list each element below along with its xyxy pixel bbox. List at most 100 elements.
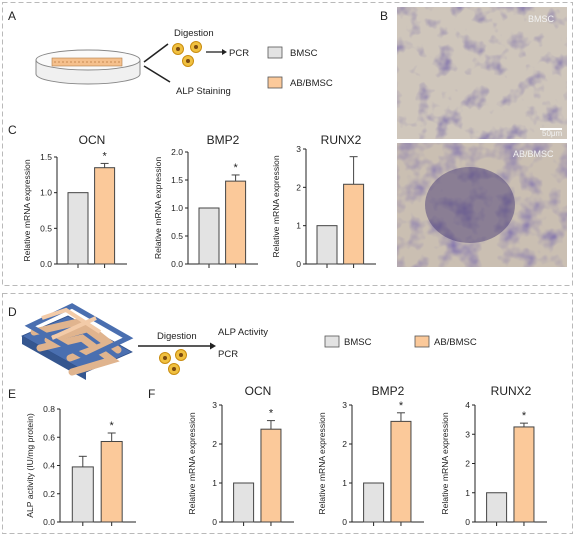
arrow-head-digestion-d — [210, 342, 216, 350]
significance-mark: * — [233, 162, 238, 174]
chart-e-alp-activity: ALP activity (IU/mg protein) 0.0 0.2 0.4 0.6… — [25, 404, 136, 527]
y-tick-label: 2 — [465, 459, 470, 469]
bar-bmsc — [486, 492, 508, 523]
y-tick-label: 0.5 — [171, 231, 183, 241]
micrograph-label-ab-bmsc: AB/BMSC — [513, 149, 554, 159]
arrow-icon — [143, 43, 171, 83]
scaffold-icon — [21, 303, 134, 380]
y-tick-label: 1.5 — [171, 175, 183, 185]
y-tick-label: 0.0 — [40, 259, 52, 269]
bar-ab-bmsc — [260, 428, 282, 523]
panel-label-d: D — [8, 305, 17, 319]
y-tick-label: 3 — [342, 400, 347, 410]
chart-c-ocn: OCN Relative mRNA expression 0.0 0.5 1.0 1.5 * — [22, 133, 127, 269]
y-tick-label: 2 — [296, 182, 301, 192]
legend-label-ab-bmsc-d: AB/BMSC — [434, 337, 477, 348]
legend-label-bmsc-d: BMSC — [344, 337, 372, 348]
y-tick-label: 3 — [465, 429, 470, 439]
chart-title: RUNX2 — [321, 133, 362, 147]
panel-label-c: C — [8, 123, 17, 137]
bar-ab-bmsc — [343, 183, 365, 265]
bar-ab-bmsc — [225, 180, 247, 265]
bar-bmsc — [233, 482, 255, 523]
y-tick-label: 2 — [342, 439, 347, 449]
bar-ab-bmsc — [513, 426, 535, 523]
arrow-head-pcr — [222, 49, 227, 55]
y-tick-label: 0.0 — [171, 259, 183, 269]
chart-title: BMP2 — [207, 133, 240, 147]
schematic-bottom-digestion: Digestion — [157, 331, 197, 342]
significance-mark: * — [399, 400, 404, 412]
schematic-bottom-alp-activity: ALP Activity — [218, 327, 268, 338]
y-axis-label: Relative mRNA expression — [271, 155, 281, 257]
y-tick-label: 0 — [212, 517, 217, 527]
y-axis-label: Relative mRNA expression — [187, 412, 197, 514]
y-tick-label: 0.5 — [40, 223, 52, 233]
chart-title: RUNX2 — [491, 384, 532, 398]
y-tick-label: 0.4 — [43, 461, 55, 471]
panel-label-b: B — [380, 9, 388, 23]
y-tick-label: 2 — [212, 439, 217, 449]
legend-swatch-ab-bmsc — [267, 76, 283, 89]
y-tick-label: 0.0 — [43, 517, 55, 527]
panel-label-f: F — [148, 387, 155, 401]
chart-title: OCN — [245, 384, 272, 398]
y-axis-label: Relative mRNA expression — [440, 412, 450, 514]
cell-cluster-icon — [159, 349, 187, 375]
schematic-top-digestion: Digestion — [174, 28, 214, 39]
y-tick-label: 0.6 — [43, 432, 55, 442]
chart-title: BMP2 — [372, 384, 405, 398]
legend-swatch-bmsc — [267, 46, 283, 59]
panel-frame-bottom — [2, 293, 573, 534]
y-tick-label: 3 — [212, 400, 217, 410]
y-tick-label: 3 — [296, 144, 301, 154]
chart-c-bmp2: BMP2 Relative mRNA expression 0.0 0.5 1.0 1.5… — [153, 133, 258, 269]
schematic-top-alp-staining: ALP Staining — [176, 86, 231, 97]
y-tick-label: 4 — [465, 400, 470, 410]
panel-label-a: A — [8, 9, 16, 23]
significance-mark: * — [110, 420, 115, 432]
scale-bar-label: 50μm — [542, 129, 563, 138]
y-tick-label: 0 — [465, 517, 470, 527]
bar-bmsc — [316, 225, 338, 265]
legend-swatch-bmsc-d — [324, 335, 340, 348]
y-tick-label: 1.0 — [171, 203, 183, 213]
bar-bmsc — [71, 466, 94, 523]
y-tick-label: 1.5 — [40, 152, 52, 162]
schematic-bottom-pcr: PCR — [218, 349, 238, 360]
y-tick-label: 1.0 — [40, 188, 52, 198]
y-tick-label: 2.0 — [171, 147, 183, 157]
legend-label-bmsc: BMSC — [290, 48, 318, 59]
significance-mark: * — [269, 408, 274, 420]
legend-swatch-ab-bmsc-d — [414, 335, 430, 348]
cell-cluster-icon — [172, 41, 202, 67]
bar-bmsc — [67, 192, 89, 265]
y-tick-label: 0.2 — [43, 489, 55, 499]
bar-ab-bmsc — [94, 167, 116, 265]
y-tick-label: 1 — [296, 221, 301, 231]
micrograph-bmsc — [397, 7, 567, 139]
bar-bmsc — [363, 482, 385, 523]
bar-bmsc — [198, 207, 220, 265]
chart-f-ocn: OCN Relative mRNA expression 0 1 2 3 * — [187, 384, 294, 527]
panel-frame-top — [2, 2, 573, 286]
significance-mark: * — [522, 410, 527, 422]
chart-title: OCN — [79, 133, 106, 147]
y-tick-label: 1 — [212, 478, 217, 488]
micrograph-label-bmsc: BMSC — [528, 14, 555, 24]
chart-f-bmp2: BMP2 Relative mRNA expression 0 1 2 3 * — [317, 384, 424, 527]
chart-c-runx2: RUNX2 Relative mRNA expression 0 1 2 3 — [271, 133, 376, 269]
y-axis-label: Relative mRNA expression — [22, 159, 32, 261]
y-tick-label: 0.8 — [43, 404, 55, 414]
micrograph-ab-bmsc — [397, 143, 567, 267]
schematic-top-pcr: PCR — [229, 48, 249, 59]
y-tick-label: 1 — [342, 478, 347, 488]
significance-mark: * — [102, 150, 107, 162]
legend-label-ab-bmsc: AB/BMSC — [290, 78, 333, 89]
y-tick-label: 0 — [296, 259, 301, 269]
y-tick-label: 1 — [465, 488, 470, 498]
y-axis-label: Relative mRNA expression — [317, 412, 327, 514]
bar-ab-bmsc — [390, 420, 412, 523]
chart-f-runx2: RUNX2 Relative mRNA expression 0 1 2 3 4 * — [440, 384, 547, 527]
y-axis-label: Relative mRNA expression — [153, 157, 163, 259]
